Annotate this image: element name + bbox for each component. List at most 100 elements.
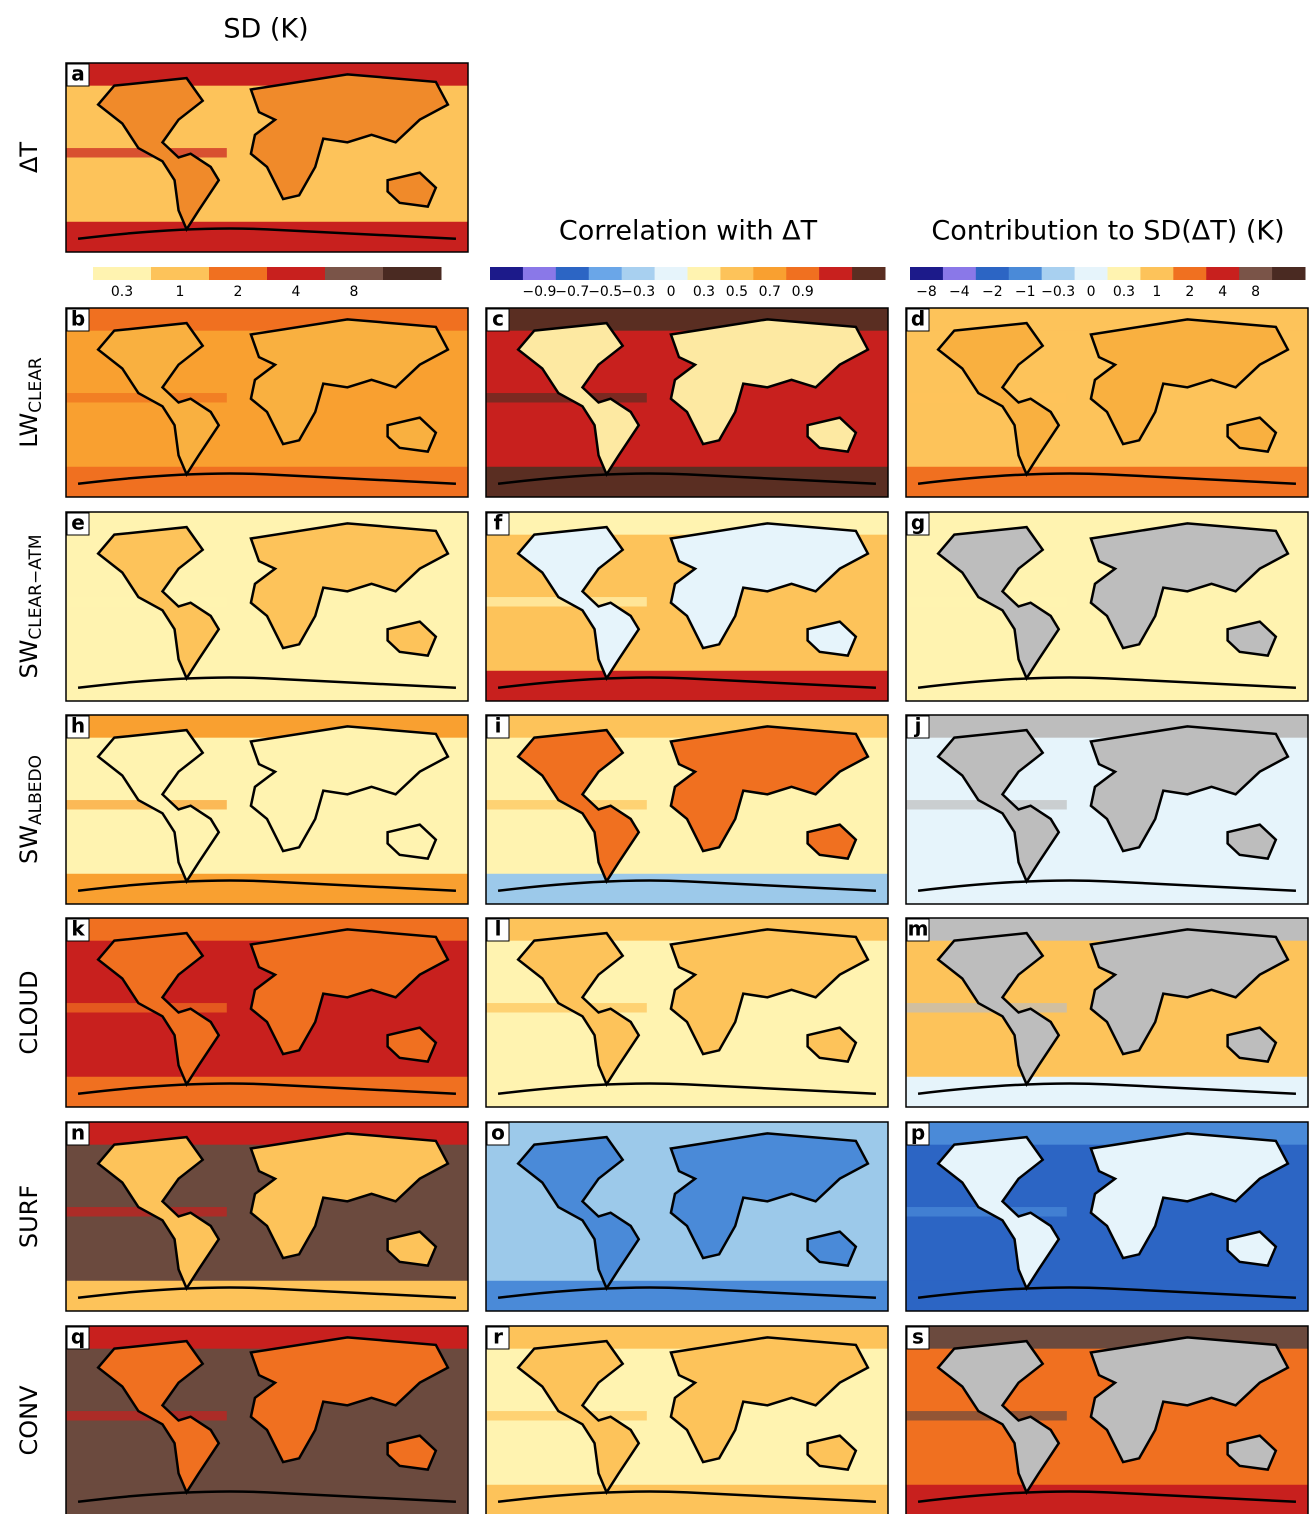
colorbar-swatch (490, 267, 523, 280)
panel-letter: h (71, 714, 85, 738)
colorbar-tick-label: 0.7 (759, 284, 781, 300)
colorbar-swatch (1042, 267, 1075, 280)
colorbar-tick-label: 0 (1087, 284, 1096, 300)
figure: SD (K) Correlation with ΔT Contribution … (0, 0, 1314, 1514)
colorbar-tick-label: −0.5 (588, 284, 622, 300)
row-label-main: LW (15, 413, 43, 448)
panel-letter: a (71, 62, 85, 86)
column-title: Contribution to SD(ΔT) (K) (931, 216, 1284, 247)
panel-letter: m (908, 917, 929, 941)
colorbar-tick-label: −0.3 (621, 284, 655, 300)
row-label: LWCLEAR (15, 357, 46, 448)
map-panel: n (66, 1121, 468, 1312)
colorbar-tick-label: 1 (176, 284, 185, 300)
map-panel: o (486, 1121, 888, 1312)
colorbar-swatch (852, 267, 885, 280)
colorbar-swatch (1173, 267, 1206, 280)
colorbar-swatch (151, 267, 210, 280)
panel-letter: d (911, 307, 925, 331)
colorbar-swatch (720, 267, 753, 280)
colorbar-tick-label: −4 (949, 284, 970, 300)
row-label-main: SURF (15, 1185, 43, 1248)
map-panel: j (906, 714, 1308, 905)
colorbar-swatch (688, 267, 721, 280)
map-panel: m (906, 917, 1308, 1108)
map-panel: q (66, 1325, 468, 1514)
colorbar-swatch (1140, 267, 1173, 280)
map-panel: r (486, 1325, 888, 1514)
panel-letter: n (71, 1121, 85, 1145)
colorbar-tick-label: −2 (982, 284, 1003, 300)
colorbar-swatch (556, 267, 589, 280)
panel-letter: j (914, 714, 922, 738)
colorbar-swatch (622, 267, 655, 280)
panel-letter: f (494, 511, 503, 535)
panel-letter: o (491, 1121, 505, 1145)
colorbar-tick-label: 0.3 (693, 284, 715, 300)
map-panel: e (66, 511, 468, 702)
colorbar-swatch (753, 267, 786, 280)
colorbar-tick-label: 0.3 (1113, 284, 1135, 300)
colorbar-swatch (976, 267, 1009, 280)
map-panel: p (906, 1121, 1308, 1312)
row-label-main: SW (15, 640, 43, 679)
colorbar-swatch (1075, 267, 1108, 280)
row-label: CLOUD (15, 970, 43, 1054)
row-label: ΔT (15, 142, 43, 173)
map-panel: f (486, 511, 888, 702)
row-label-main: SW (15, 825, 43, 864)
colorbar-tick-label: 1 (1152, 284, 1161, 300)
colorbar-swatch (1108, 267, 1141, 280)
colorbar-tick-label: 0 (667, 284, 676, 300)
colorbar-swatch (910, 267, 943, 280)
row-label-main: CONV (15, 1385, 43, 1456)
map-panel: b (66, 307, 468, 498)
panel-letter: c (492, 307, 504, 331)
colorbar-tick-label: 0.3 (111, 284, 133, 300)
colorbar-swatch (93, 267, 152, 280)
colorbar-tick-label: −0.3 (1041, 284, 1075, 300)
panel-letter: l (495, 917, 502, 941)
colorbar-tick-label: 2 (234, 284, 243, 300)
map-panel: a (66, 62, 468, 253)
panel-letter: p (911, 1121, 925, 1145)
colorbar-swatch (819, 267, 852, 280)
row-label: SURF (15, 1185, 43, 1248)
row-label: CONV (15, 1385, 43, 1456)
row-label-sub: CLEAR−ATM (26, 534, 46, 639)
column-title: SD (K) (223, 14, 308, 45)
map-panel: d (906, 307, 1308, 498)
colorbar-tick-label: 0.9 (792, 284, 814, 300)
map-panel: i (486, 714, 888, 905)
colorbar-swatch (1239, 267, 1272, 280)
colorbar-tick-label: 8 (1251, 284, 1260, 300)
colorbar-swatch (1206, 267, 1239, 280)
colorbar-tick-label: 4 (292, 284, 301, 300)
panel-letter: r (493, 1325, 503, 1349)
colorbar-swatch (523, 267, 556, 280)
colorbar-swatch (383, 267, 442, 280)
row-label-main: CLOUD (15, 970, 43, 1054)
colorbar-swatch (267, 267, 326, 280)
panel-letter: b (71, 307, 85, 331)
panel-letter: k (71, 917, 85, 941)
column-title: Correlation with ΔT (559, 216, 818, 247)
colorbar-swatch (325, 267, 384, 280)
colorbar-swatch (589, 267, 622, 280)
colorbar-swatch (209, 267, 268, 280)
colorbar-tick-label: −0.9 (522, 284, 556, 300)
row-label: SWALBEDO (15, 755, 46, 864)
panel-letter: q (71, 1325, 85, 1349)
panel-letter: g (911, 511, 925, 535)
colorbar-tick-label: −1 (1015, 284, 1036, 300)
map-panel: g (906, 511, 1308, 702)
colorbar-tick-label: 4 (1218, 284, 1227, 300)
colorbar-tick-label: 8 (350, 284, 359, 300)
colorbar-swatch (943, 267, 976, 280)
panel-letter: e (71, 511, 85, 535)
panel-letter: i (495, 714, 502, 738)
map-panel: s (906, 1325, 1308, 1514)
map-panel: k (66, 917, 468, 1108)
colorbar-tick-label: −8 (916, 284, 937, 300)
row-label: SWCLEAR−ATM (15, 534, 46, 678)
